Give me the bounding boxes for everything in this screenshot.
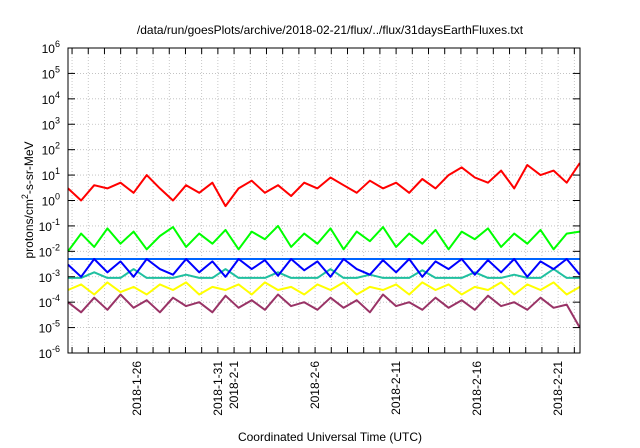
y-tick-base: 10 (42, 42, 56, 56)
y-tick-exponent: -1 (52, 217, 60, 227)
series-line-green (67, 224, 580, 252)
y-tick-exponent: -6 (52, 344, 60, 354)
chart-title: /data/run/goesPlots/archive/2018-02-21/f… (137, 23, 524, 37)
series-line-purple (67, 293, 581, 329)
y-tick-exponent: -3 (52, 268, 60, 278)
y-tick-exponent: 3 (55, 115, 60, 125)
x-tick-label: 2018-2-11 (389, 361, 403, 415)
series-line-yellow (67, 281, 581, 296)
y-tick-exponent: -5 (52, 319, 60, 329)
y-tick-label: 10-2 (39, 242, 60, 259)
y-tick-base: 10 (42, 144, 56, 158)
series-line-blue (67, 258, 581, 278)
x-tick-label: 2018-2-21 (551, 361, 565, 416)
y-tick-exponent: 0 (55, 192, 60, 202)
y-tick-exponent: 5 (55, 64, 60, 74)
y-tick-label: 10-5 (39, 319, 60, 336)
y-tick-exponent: -2 (52, 242, 60, 252)
series-line-red (67, 162, 581, 208)
series-group (67, 162, 581, 329)
y-tick-base: 10 (42, 93, 56, 107)
x-axis-label: Coordinated Universal Time (UTC) (238, 430, 422, 444)
y-tick-label: 10-3 (39, 268, 60, 285)
y-tick-label: 10-4 (39, 293, 60, 310)
y-tick-label: 103 (42, 115, 60, 132)
y-tick-base: 10 (42, 118, 56, 132)
y-tick-base: 10 (42, 169, 56, 183)
x-tick-label: 2018-2-16 (470, 361, 484, 416)
grid (68, 47, 580, 354)
y-axis-label: protons/cm2-s-sr-MeV (20, 141, 36, 258)
y-tick-label: 101 (42, 166, 60, 183)
y-tick-base: 10 (39, 347, 53, 361)
y-tick-exponent: 4 (55, 90, 60, 100)
series-line-teal (68, 268, 580, 279)
y-tick-base: 10 (39, 271, 53, 285)
y-tick-exponent: 2 (55, 141, 60, 151)
y-tick-label: 104 (42, 90, 60, 107)
y-tick-base: 10 (39, 245, 53, 259)
y-tick-base: 10 (42, 67, 56, 81)
y-tick-label: 10-1 (39, 217, 60, 234)
x-tick-label: 2018-2-6 (308, 361, 322, 409)
y-tick-exponent: 6 (55, 39, 60, 49)
y-tick-base: 10 (39, 322, 53, 336)
y-tick-exponent: -4 (52, 293, 60, 303)
y-tick-base: 10 (39, 296, 53, 310)
y-label-pre: protons/cm (22, 199, 36, 258)
y-tick-label: 102 (42, 141, 60, 158)
y-tick-label: 100 (42, 192, 60, 209)
y-tick-label: 105 (42, 64, 60, 81)
y-label-sup: 2 (20, 194, 30, 199)
y-tick-base: 10 (39, 220, 53, 234)
x-tick-label: 2018-1-31 (211, 361, 225, 416)
y-tick-base: 10 (42, 195, 56, 209)
y-label-post: -s-sr-MeV (22, 141, 36, 194)
y-tick-label: 10-6 (39, 344, 60, 361)
axis-ticks: 10-610-510-410-310-210-11001011021031041… (39, 39, 580, 416)
y-tick-exponent: 1 (55, 166, 60, 176)
x-tick-label: 2018-1-26 (130, 361, 144, 416)
x-tick-label: 2018-2-1 (227, 361, 241, 409)
y-tick-label: 106 (42, 39, 60, 56)
